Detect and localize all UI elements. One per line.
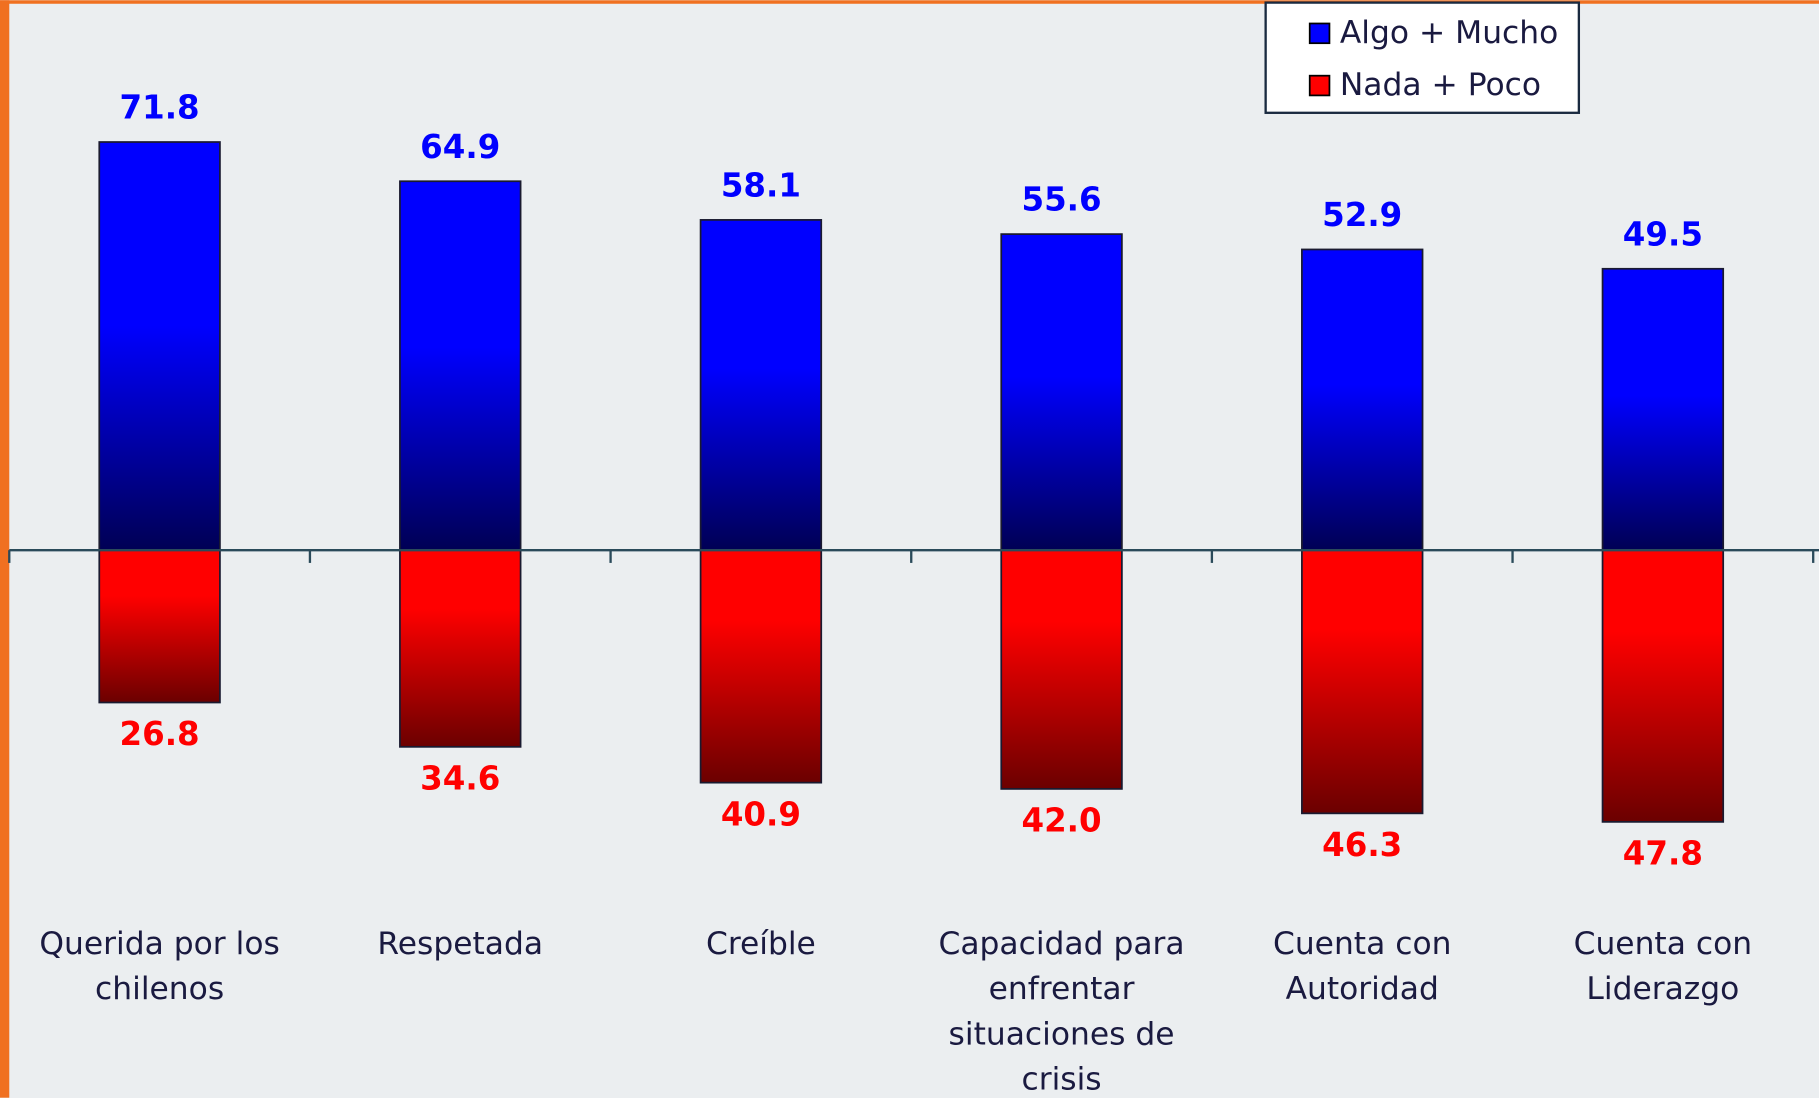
bar <box>400 550 521 747</box>
bar <box>1603 269 1724 550</box>
left-border <box>0 0 9 1097</box>
value-label: 46.3 <box>1322 826 1402 864</box>
bar <box>99 142 220 550</box>
bar <box>1001 234 1122 550</box>
value-label: 49.5 <box>1623 215 1703 253</box>
value-label: 34.6 <box>420 759 500 797</box>
x-tick-label-box: Cuenta con Liderazgo <box>1524 921 1802 1098</box>
x-tick-label: Creíble <box>622 921 900 966</box>
x-tick-label: Capacidad para enfrentar situaciones de … <box>922 921 1200 1098</box>
value-label: 40.9 <box>721 795 801 833</box>
bar <box>701 550 822 782</box>
value-label: 64.9 <box>420 128 500 166</box>
x-tick-label: Cuenta con Liderazgo <box>1524 921 1802 1011</box>
value-label: 71.8 <box>120 89 200 127</box>
legend-swatch <box>1310 76 1330 96</box>
value-label: 55.6 <box>1022 181 1102 219</box>
chart: 71.8 64.9 58.1 55.6 52.9 49.5 26.8 34.6 40.9 42.0… <box>0 0 1819 1098</box>
bar <box>1001 550 1122 789</box>
bar <box>1302 550 1423 813</box>
x-tick-label-box: Respetada <box>321 921 599 1098</box>
x-tick-label-box: Capacidad para enfrentar situaciones de … <box>922 921 1200 1098</box>
x-tick-label: Respetada <box>321 921 599 966</box>
legend-label: Nada + Poco <box>1340 67 1541 103</box>
x-tick-label-box: Creíble <box>622 921 900 1098</box>
bar <box>1603 550 1724 822</box>
x-tick-label-box: Querida por los chilenos <box>20 921 298 1098</box>
legend-label: Algo + Mucho <box>1340 15 1558 51</box>
x-tick-label: Querida por los chilenos <box>20 921 298 1011</box>
value-label: 26.8 <box>120 715 200 753</box>
value-label: 58.1 <box>721 166 801 204</box>
value-label: 42.0 <box>1022 802 1102 840</box>
bar <box>400 181 521 550</box>
value-label: 47.8 <box>1623 835 1703 873</box>
bar <box>701 220 822 550</box>
value-label: 52.9 <box>1322 196 1402 234</box>
x-tick-label-box: Cuenta con Autoridad <box>1223 921 1501 1098</box>
page: {"chart_data": { "type": "bar", "categor… <box>0 0 1819 1098</box>
bar <box>99 550 220 702</box>
legend-swatch <box>1310 23 1330 43</box>
bar <box>1302 249 1423 550</box>
x-tick-label: Cuenta con Autoridad <box>1223 921 1501 1011</box>
